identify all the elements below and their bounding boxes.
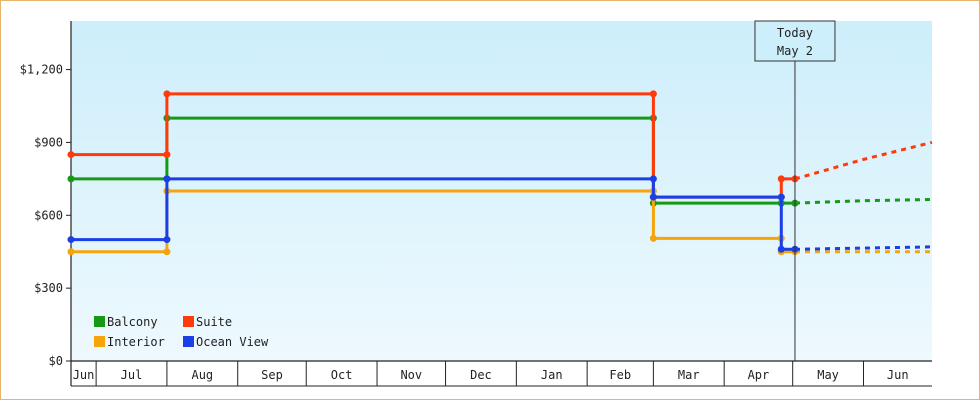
data-point <box>649 90 657 98</box>
x-tick-label: Aug <box>191 368 213 382</box>
data-point <box>67 151 75 159</box>
y-tick-label: $300 <box>34 281 63 295</box>
legend-swatch <box>183 336 194 347</box>
data-point <box>649 193 657 201</box>
x-tick-label: Oct <box>331 368 353 382</box>
x-tick-label: Apr <box>748 368 770 382</box>
data-point <box>67 175 75 183</box>
legend-label: Interior <box>107 335 165 349</box>
today-box <box>754 20 836 62</box>
data-point <box>777 245 785 253</box>
y-tick-label: $1,200 <box>20 63 63 77</box>
data-point <box>777 193 785 201</box>
x-tick-label: Sep <box>261 368 283 382</box>
data-point <box>649 234 657 242</box>
legend-label: Balcony <box>107 315 158 329</box>
today-date: May 2 <box>777 44 813 58</box>
x-tick-label: Feb <box>609 368 631 382</box>
y-tick-label: $600 <box>34 208 63 222</box>
today-label: Today <box>777 26 813 40</box>
series-projection-line <box>794 140 933 181</box>
x-tick-label: Jun <box>73 368 95 382</box>
y-tick-label: $0 <box>49 354 63 368</box>
data-point <box>163 175 171 183</box>
data-point <box>67 248 75 256</box>
data-point <box>163 248 171 256</box>
data-point <box>163 90 171 98</box>
x-tick-label: Jan <box>541 368 563 382</box>
series-line <box>71 177 795 251</box>
x-tick-label: May <box>817 368 839 382</box>
data-point <box>649 175 657 183</box>
y-tick-label: $900 <box>34 135 63 149</box>
x-tick-label: Mar <box>678 368 700 382</box>
x-tick-label: Jun <box>887 368 909 382</box>
data-point <box>163 151 171 159</box>
data-point <box>67 236 75 244</box>
x-tick-label: Jul <box>121 368 143 382</box>
data-point <box>777 175 785 183</box>
legend-swatch <box>183 316 194 327</box>
x-tick-label: Dec <box>470 368 492 382</box>
x-tick-label: Nov <box>400 368 422 382</box>
data-point <box>163 236 171 244</box>
legend-swatch <box>94 316 105 327</box>
legend-label: Suite <box>196 315 232 329</box>
legend-swatch <box>94 336 105 347</box>
series-projection-line <box>794 198 933 205</box>
legend-label: Ocean View <box>196 335 269 349</box>
series-projection-line <box>794 245 933 251</box>
